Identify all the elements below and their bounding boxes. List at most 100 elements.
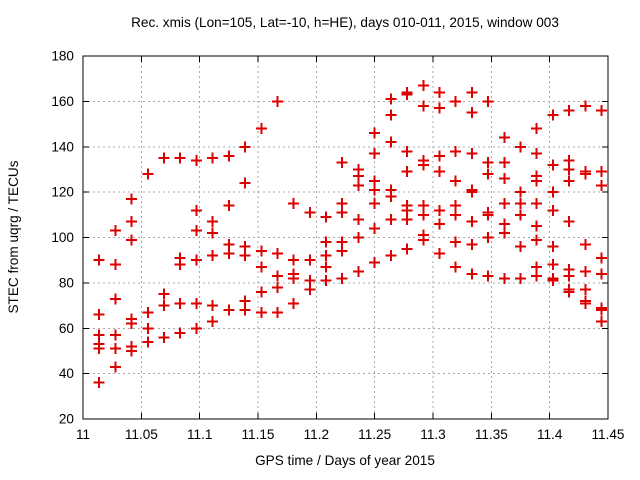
data-point-marker [320, 261, 332, 273]
data-point-marker [385, 191, 397, 203]
data-point-marker [93, 377, 105, 389]
data-point-marker [531, 148, 543, 160]
data-point-marker [434, 204, 446, 216]
data-point-marker [434, 218, 446, 230]
data-point-marker [547, 159, 559, 171]
data-point-marker [288, 254, 300, 266]
data-point-marker [320, 236, 332, 248]
data-point-marker [190, 322, 202, 334]
y-tick-label: 180 [51, 49, 74, 64]
data-point-marker [336, 245, 348, 257]
data-point-marker [320, 275, 332, 287]
data-point-marker [142, 306, 154, 318]
data-point-marker [385, 109, 397, 121]
data-point-marker [482, 232, 494, 243]
data-point-marker [466, 238, 478, 250]
data-point-marker [498, 272, 510, 284]
data-point-marker [190, 225, 202, 237]
data-point-marker [498, 157, 510, 169]
data-point-marker [174, 327, 186, 339]
data-point-marker [417, 159, 429, 171]
x-tick-label: 11.2 [304, 427, 329, 442]
data-point-marker [385, 213, 397, 225]
data-point-marker [401, 145, 413, 157]
data-point-marker [498, 132, 510, 144]
x-tick-labels: 11 11.05 11.1 11.15 11.2 11.25 11.3 11.35 11.4 11… [76, 427, 625, 442]
data-point-marker [271, 306, 283, 318]
data-point-marker [482, 209, 494, 221]
data-point-marker [466, 107, 478, 119]
data-point-marker [595, 166, 607, 178]
data-point-marker [207, 227, 219, 239]
data-point-marker [531, 220, 543, 232]
data-point-marker [595, 179, 607, 191]
x-axis-label: GPS time / Days of year 2015 [255, 453, 435, 468]
data-point-marker [466, 186, 478, 198]
data-point-marker [158, 331, 170, 343]
data-point-marker [515, 141, 526, 153]
data-point-marker [369, 222, 381, 234]
data-point-marker [93, 343, 105, 355]
data-point-marker [417, 79, 429, 91]
data-point-marker [450, 95, 462, 107]
data-point-marker [434, 102, 446, 114]
data-point-marker [174, 297, 186, 309]
y-tick-label: 100 [51, 230, 74, 245]
data-point-marker [239, 250, 251, 262]
data-point-marker [288, 297, 300, 309]
data-point-marker [563, 216, 575, 228]
data-point-marker [547, 204, 559, 216]
plot-border [82, 55, 609, 420]
data-point-marker [223, 304, 235, 316]
y-axis-label: STEC from uqrg / TECUs [6, 160, 21, 313]
data-point-marker [126, 318, 138, 330]
data-point-marker [93, 254, 105, 266]
data-point-marker [595, 104, 607, 116]
data-point-marker [271, 95, 283, 107]
x-tick-label: 11 [76, 427, 90, 442]
data-point-marker [482, 270, 494, 282]
data-point-marker [109, 343, 121, 355]
data-point-marker [563, 286, 575, 298]
x-tick-label: 11.25 [358, 427, 391, 442]
data-point-marker [547, 241, 559, 253]
data-point-marker [547, 275, 559, 287]
data-point-marker [466, 148, 478, 160]
data-point-marker [109, 225, 121, 237]
data-point-marker [563, 175, 575, 187]
x-tick-label: 11.4 [537, 427, 563, 442]
data-point-marker [239, 177, 251, 189]
data-point-marker [401, 166, 413, 178]
data-point-marker [352, 213, 364, 225]
data-point-marker [450, 261, 462, 273]
data-points [93, 79, 607, 389]
data-point-marker [207, 300, 219, 312]
x-tick-label: 11.15 [241, 427, 274, 442]
data-point-marker [320, 250, 332, 262]
data-point-marker [336, 157, 348, 169]
data-point-marker [563, 270, 575, 282]
data-point-marker [417, 234, 429, 246]
data-point-marker [271, 281, 283, 293]
data-point-marker [595, 304, 607, 316]
data-point-marker [369, 127, 381, 139]
data-point-marker [515, 186, 526, 198]
data-point-marker [515, 241, 526, 253]
data-point-marker [142, 336, 154, 348]
x-tick-label: 11.35 [475, 427, 508, 442]
data-point-marker [109, 259, 121, 271]
data-point-marker [579, 100, 591, 112]
data-point-marker [563, 104, 575, 116]
data-point-marker [352, 179, 364, 191]
data-point-marker [401, 89, 413, 101]
data-point-marker [417, 209, 429, 221]
data-point-marker [547, 259, 559, 271]
data-point-marker [255, 306, 267, 318]
data-point-marker [336, 207, 348, 219]
data-point-marker [255, 245, 267, 257]
data-point-marker [385, 136, 397, 148]
data-point-marker [158, 152, 170, 164]
data-point-marker [482, 157, 494, 169]
data-point-marker [336, 272, 348, 284]
